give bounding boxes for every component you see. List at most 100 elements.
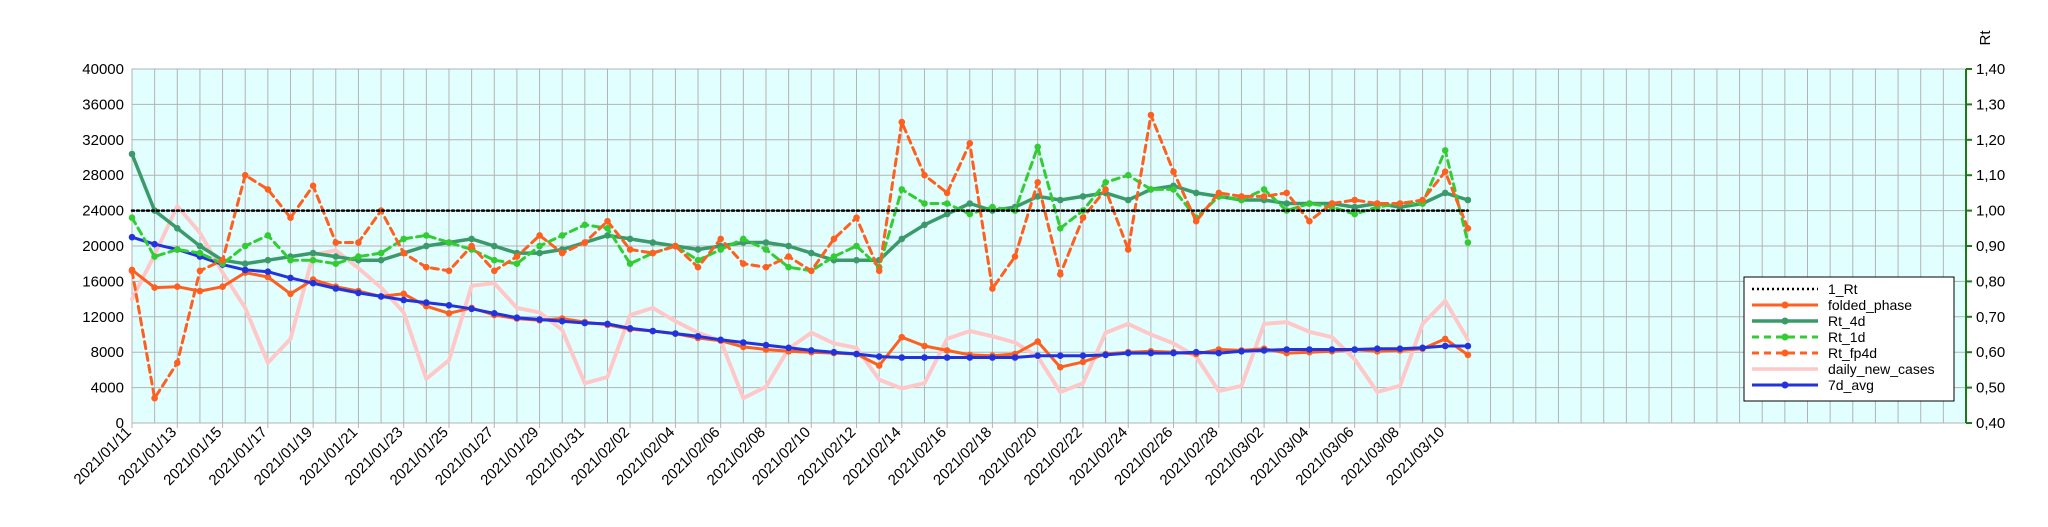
point-rt-fp4d [1170,168,1177,175]
point-7d-avg [989,354,996,361]
point-rt-fp4d [1215,189,1223,197]
point-rt-1d [740,235,747,243]
point-7d-avg [694,333,702,340]
point-folded-phase [151,284,158,291]
point-rt-4d [174,225,181,232]
point-7d-avg [445,302,453,309]
point-rt-fp4d [1102,186,1109,193]
point-7d-avg [649,327,657,335]
legend-marker [1781,381,1789,389]
point-7d-avg [423,299,430,306]
point-7d-avg [287,274,294,282]
series-line-7d-avg [130,235,1470,359]
point-rt-fp4d [1441,168,1449,175]
right-tick-label: 1,40 [1976,61,2005,78]
legend-item-daily-new-cases: daily_new_cases [1752,361,1935,377]
point-7d-avg [808,347,815,354]
point-rt-fp4d [151,394,158,402]
left-tick-label: 16000 [82,273,124,290]
point-rt-fp4d [898,118,906,126]
point-rt-fp4d [355,239,362,246]
series-line-daily-new-cases [130,204,1470,401]
point-rt-fp4d [558,249,566,257]
legend-marker [1781,317,1789,325]
point-rt-1d [513,260,521,268]
series-layer [128,111,1472,402]
point-7d-avg [1351,346,1358,353]
point-rt-fp4d [491,267,498,275]
point-rt-fp4d [649,249,657,257]
left-tick-label: 24000 [82,203,124,220]
point-7d-avg [875,353,883,360]
right-tick-label: 0,90 [1976,238,2005,255]
point-rt-fp4d [1260,193,1268,200]
point-7d-avg [355,289,362,297]
point-folded-phase [1034,338,1041,345]
point-7d-avg [943,354,951,361]
point-rt-1d [1260,186,1268,193]
legend-marker [1781,333,1789,341]
point-rt-4d [785,242,792,250]
right-axis: 0,40 0,50 0,60 0,70 0,80 0,90 1,00 1,10 1,20 1,30… [1965,61,2005,432]
point-rt-1d [1034,143,1041,151]
point-rt-fp4d [853,214,860,221]
point-rt-fp4d [694,263,702,271]
point-7d-avg [853,350,860,358]
point-7d-avg [898,354,906,361]
point-rt-1d [241,242,249,250]
point-rt-1d [1147,186,1155,193]
legend-item-rt-1d: Rt_1d [1752,329,1865,345]
point-7d-avg [1374,345,1381,353]
point-rt-1d [830,253,838,260]
point-rt-4d [604,232,611,239]
legend-marker [1781,349,1789,357]
point-rt-1d [694,256,702,264]
point-7d-avg [604,320,611,328]
point-rt-fp4d [785,253,792,260]
right-axis-title: Rt [1977,30,1994,46]
legend-label: 7d_avg [1828,377,1874,393]
point-rt-fp4d [1192,217,1200,225]
point-7d-avg [1192,348,1200,356]
point-7d-avg [1079,352,1087,360]
point-rt-1d [626,260,634,268]
left-tick-label: 36000 [82,96,124,113]
right-tick-label: 1,30 [1976,96,2005,113]
point-7d-avg [762,341,770,349]
point-7d-avg [400,296,408,304]
point-7d-avg [1147,349,1155,357]
point-rt-1d [921,200,928,207]
point-rt-4d [1464,196,1472,204]
point-rt-fp4d [1396,200,1404,207]
point-rt-fp4d [875,267,883,275]
point-rt-1d [1441,147,1449,154]
point-rt-1d [128,214,136,221]
point-7d-avg [1102,351,1109,359]
point-7d-avg [1124,349,1132,357]
point-rt-4d [1192,189,1200,197]
point-rt-1d [174,246,181,253]
point-7d-avg [1238,348,1245,355]
series-line-rt-1d [130,145,1470,273]
point-rt-fp4d [445,267,453,275]
point-rt-4d [943,210,951,218]
point-rt-fp4d [921,171,928,179]
point-rt-1d [196,249,204,257]
point-rt-1d [604,225,611,232]
right-tick-label: 1,10 [1976,167,2005,184]
right-tick-label: 0,50 [1976,380,2005,397]
legend-item-rt-4d: Rt_4d [1752,313,1865,329]
point-rt-fp4d [830,235,838,243]
point-7d-avg [966,354,974,361]
point-rt-1d [762,246,770,253]
point-7d-avg [1034,352,1041,360]
legend-label: Rt_fp4d [1828,345,1877,361]
point-folded-phase [943,347,951,354]
legend-label: Rt_1d [1828,329,1865,345]
point-rt-fp4d [989,285,996,292]
point-rt-4d [468,235,475,243]
series-rt-fp4d [128,111,1472,402]
point-rt-fp4d [287,214,294,221]
point-rt-4d [966,200,974,207]
